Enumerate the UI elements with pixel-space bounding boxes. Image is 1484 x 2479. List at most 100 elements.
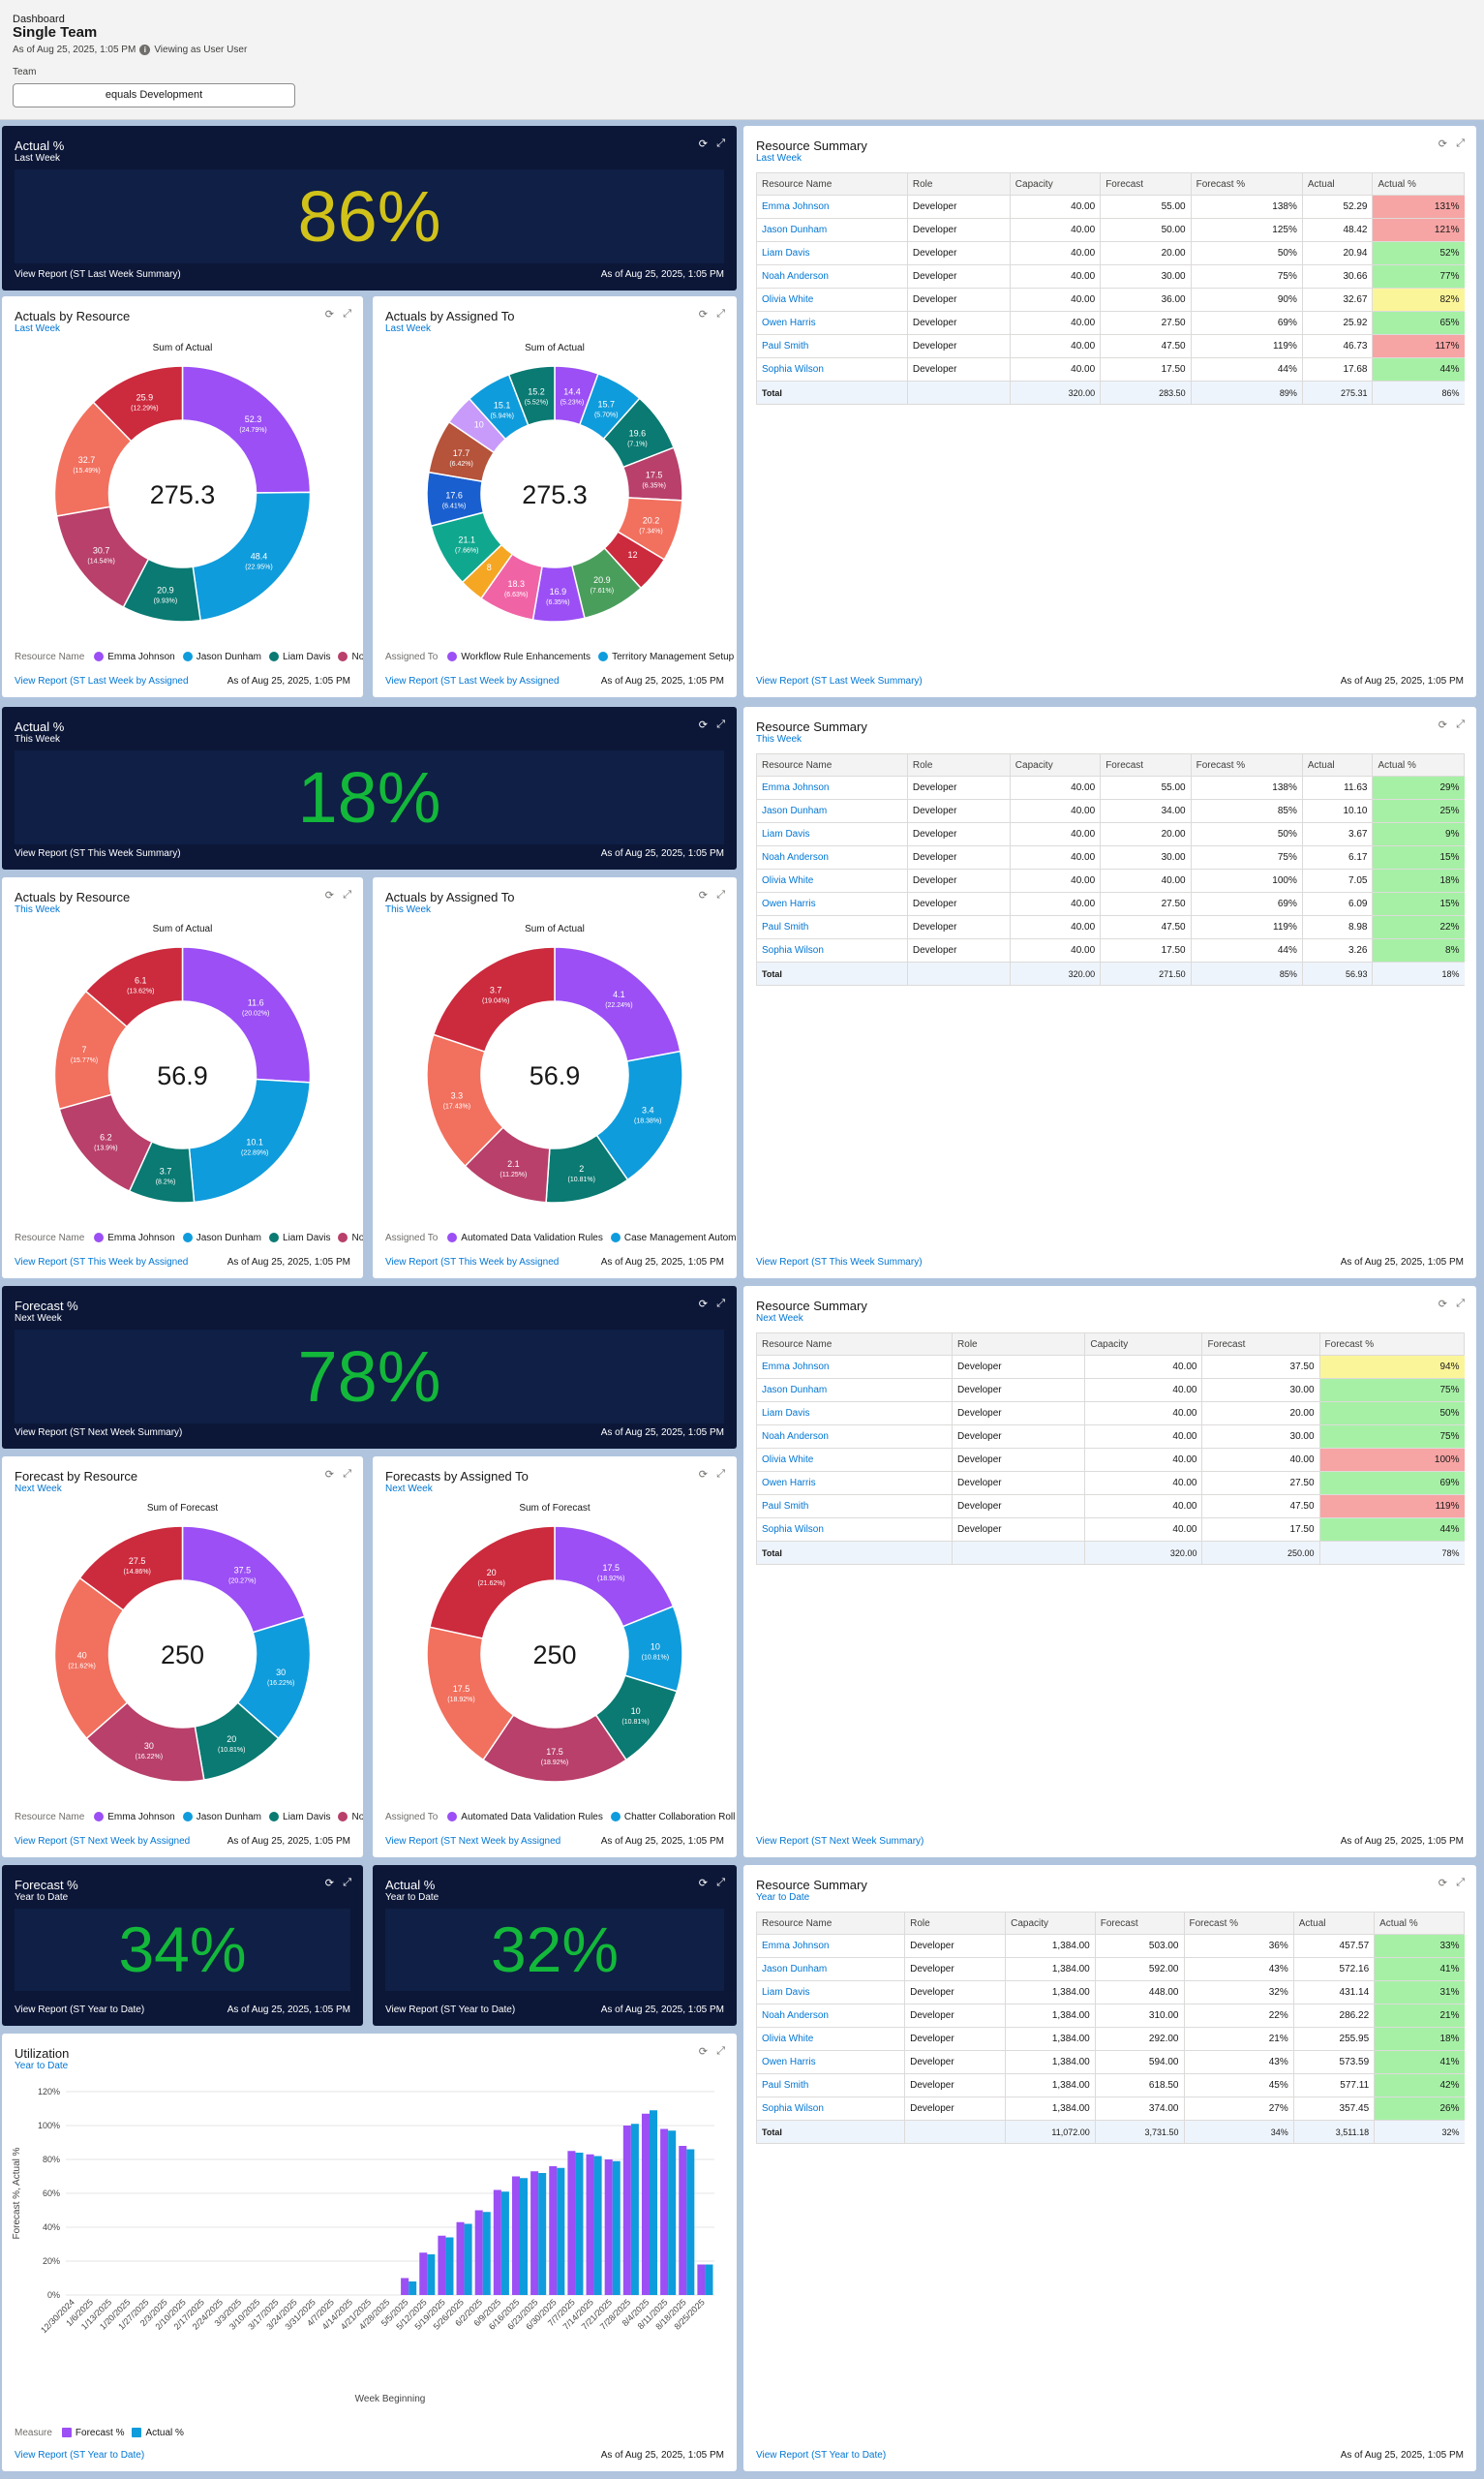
- resource-name-link[interactable]: Liam Davis: [756, 241, 908, 265]
- column-header[interactable]: Capacity: [1005, 1912, 1096, 1935]
- legend-item[interactable]: Liam Davis: [269, 652, 330, 662]
- expand-icon[interactable]: ⤢: [716, 1468, 725, 1480]
- resource-name-link[interactable]: Jason Dunham: [755, 1957, 905, 1981]
- expand-icon[interactable]: ⤢: [1456, 138, 1465, 149]
- expand-icon[interactable]: ⤢: [716, 719, 725, 730]
- bar-forecast[interactable]: [493, 2189, 501, 2296]
- column-header[interactable]: Resource Name: [756, 753, 908, 777]
- expand-icon[interactable]: ⤢: [343, 1877, 351, 1888]
- legend-item[interactable]: Liam Davis: [269, 1812, 330, 1822]
- bar-forecast[interactable]: [438, 2235, 446, 2295]
- legend-item[interactable]: No: [338, 1812, 363, 1822]
- column-header[interactable]: Forecast %: [1190, 172, 1303, 196]
- refresh-icon[interactable]: ⟳: [698, 890, 708, 902]
- resource-name-link[interactable]: Sophia Wilson: [755, 1517, 953, 1542]
- expand-icon[interactable]: ⤢: [1456, 719, 1465, 730]
- refresh-icon[interactable]: ⟳: [1438, 719, 1447, 731]
- legend-item[interactable]: Jason Dunham: [182, 652, 261, 662]
- view-report-link[interactable]: View Report (ST Next Week Summary): [15, 1427, 183, 1438]
- bar-actual[interactable]: [612, 2160, 621, 2295]
- legend-item[interactable]: Liam Davis: [269, 1233, 330, 1243]
- legend-item[interactable]: Automated Data Validation Rules: [447, 1233, 603, 1243]
- resource-name-link[interactable]: Noah Anderson: [756, 845, 908, 870]
- bar-forecast[interactable]: [401, 2278, 409, 2296]
- bar-forecast[interactable]: [586, 2154, 594, 2295]
- refresh-icon[interactable]: ⟳: [1438, 138, 1447, 150]
- breadcrumb[interactable]: Dashboard: [13, 14, 65, 25]
- column-header[interactable]: Capacity: [1009, 753, 1102, 777]
- refresh-icon[interactable]: ⟳: [1438, 1299, 1447, 1310]
- expand-icon[interactable]: ⤢: [716, 1877, 725, 1888]
- refresh-icon[interactable]: ⟳: [698, 1878, 708, 1889]
- legend-item[interactable]: Territory Management Setup: [598, 652, 734, 662]
- donut-slice[interactable]: [429, 1525, 556, 1639]
- resource-name-link[interactable]: Emma Johnson: [755, 1934, 905, 1958]
- resource-name-link[interactable]: Sophia Wilson: [756, 938, 908, 963]
- view-report-link[interactable]: View Report (ST Year to Date): [385, 2005, 516, 2015]
- resource-name-link[interactable]: Olivia White: [755, 2027, 905, 2051]
- column-header[interactable]: Forecast: [1094, 1912, 1185, 1935]
- bar-actual[interactable]: [464, 2223, 472, 2296]
- resource-name-link[interactable]: Sophia Wilson: [755, 2096, 905, 2121]
- view-report-link[interactable]: View Report (ST Next Week Summary): [756, 1836, 924, 1847]
- donut-slice[interactable]: [188, 1078, 312, 1204]
- resource-name-link[interactable]: Paul Smith: [756, 915, 908, 939]
- view-report-link[interactable]: View Report (ST This Week by Assigned: [15, 1257, 189, 1268]
- resource-name-link[interactable]: Liam Davis: [755, 1401, 953, 1425]
- expand-icon[interactable]: ⤢: [343, 889, 351, 901]
- refresh-icon[interactable]: ⟳: [698, 2046, 708, 2058]
- legend-item[interactable]: Jason Dunham: [182, 1812, 261, 1822]
- legend-item[interactable]: Chatter Collaboration Roll: [610, 1812, 735, 1822]
- bar-actual[interactable]: [482, 2212, 491, 2295]
- column-header[interactable]: Capacity: [1009, 172, 1102, 196]
- view-report-link[interactable]: View Report (ST Last Week Summary): [756, 676, 923, 687]
- resource-name-link[interactable]: Paul Smith: [755, 2073, 905, 2097]
- refresh-icon[interactable]: ⟳: [324, 890, 334, 902]
- column-header[interactable]: Role: [906, 753, 1011, 777]
- view-report-link[interactable]: View Report (ST This Week Summary): [756, 1257, 923, 1268]
- expand-icon[interactable]: ⤢: [343, 308, 351, 320]
- bar-forecast[interactable]: [474, 2210, 483, 2296]
- resource-name-link[interactable]: Paul Smith: [756, 334, 908, 358]
- column-header[interactable]: Role: [952, 1332, 1086, 1356]
- legend-item[interactable]: Jason Dunham: [182, 1233, 261, 1243]
- bar-forecast[interactable]: [549, 2166, 558, 2295]
- bar-forecast[interactable]: [419, 2252, 428, 2295]
- bar-actual[interactable]: [427, 2254, 436, 2295]
- bar-actual[interactable]: [445, 2237, 454, 2296]
- bar-actual[interactable]: [575, 2153, 584, 2295]
- bar-forecast[interactable]: [697, 2264, 706, 2296]
- resource-name-link[interactable]: Liam Davis: [755, 1980, 905, 2005]
- column-header[interactable]: Role: [906, 172, 1011, 196]
- info-icon[interactable]: i: [139, 45, 151, 55]
- refresh-icon[interactable]: ⟳: [1438, 1878, 1447, 1889]
- donut-slice[interactable]: [84, 946, 184, 1028]
- bar-actual[interactable]: [650, 2110, 658, 2295]
- resource-name-link[interactable]: Noah Anderson: [755, 2004, 905, 2028]
- resource-name-link[interactable]: Noah Anderson: [755, 1424, 953, 1449]
- column-header[interactable]: Capacity: [1084, 1332, 1203, 1356]
- donut-slice[interactable]: [507, 365, 556, 427]
- resource-name-link[interactable]: Owen Harris: [755, 1471, 953, 1495]
- expand-icon[interactable]: ⤢: [716, 889, 725, 901]
- donut-slice[interactable]: [181, 946, 312, 1084]
- resource-name-link[interactable]: Emma Johnson: [756, 776, 908, 800]
- resource-name-link[interactable]: Owen Harris: [756, 892, 908, 916]
- resource-name-link[interactable]: Emma Johnson: [756, 195, 908, 219]
- resource-name-link[interactable]: Sophia Wilson: [756, 357, 908, 382]
- column-header[interactable]: Forecast: [1100, 753, 1192, 777]
- view-report-link[interactable]: View Report (ST Last Week by Assigned: [15, 676, 189, 687]
- legend-item[interactable]: Workflow Rule Enhancements: [447, 652, 591, 662]
- expand-icon[interactable]: ⤢: [716, 138, 725, 149]
- resource-name-link[interactable]: Jason Dunham: [756, 799, 908, 823]
- donut-slice[interactable]: [78, 1525, 184, 1611]
- bar-forecast[interactable]: [679, 2146, 687, 2295]
- resource-name-link[interactable]: Emma Johnson: [755, 1355, 953, 1379]
- view-report-link[interactable]: View Report (ST Last Week Summary): [15, 269, 181, 280]
- legend-item[interactable]: Case Management Autom: [610, 1233, 737, 1243]
- refresh-icon[interactable]: ⟳: [324, 309, 334, 321]
- column-header[interactable]: Role: [904, 1912, 1007, 1935]
- view-report-link[interactable]: View Report (ST Last Week by Assigned: [385, 676, 560, 687]
- column-header[interactable]: Actual %: [1372, 172, 1465, 196]
- view-report-link[interactable]: View Report (ST Year to Date): [15, 2450, 145, 2461]
